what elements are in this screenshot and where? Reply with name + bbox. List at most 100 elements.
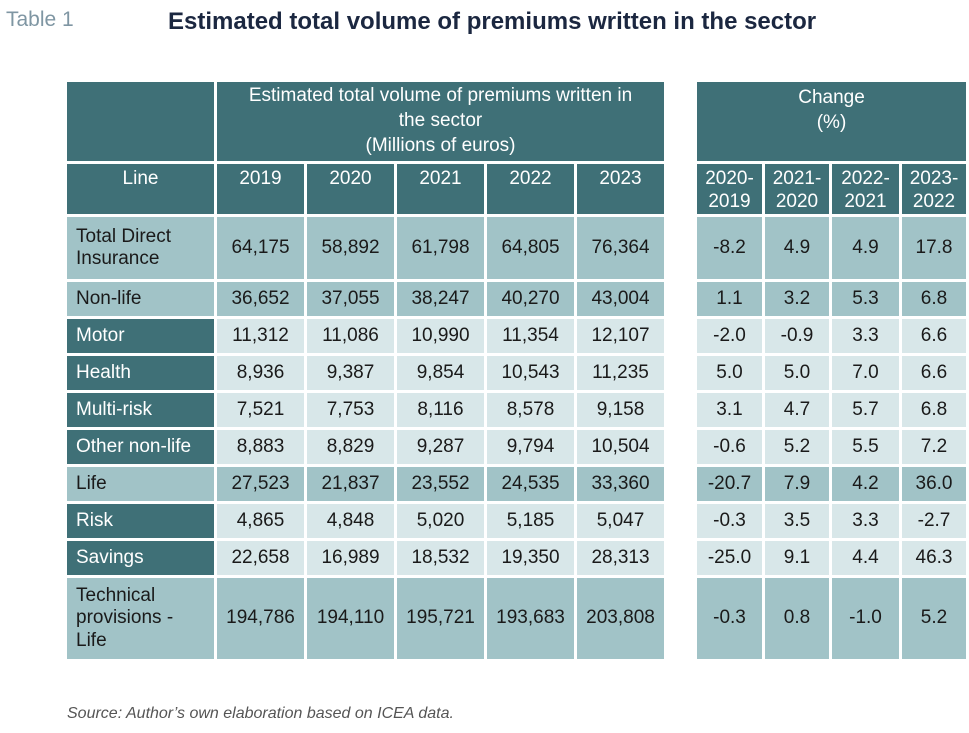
column-gap [667,393,697,430]
column-gap [667,430,697,467]
volume-cell: 9,287 [397,430,487,467]
row-label-line: provisions - [76,607,174,629]
row-label: Multi-risk [67,393,217,430]
volume-cell: 5,185 [487,504,577,541]
change-cell: 5.0 [697,356,765,393]
change-cell: 9.1 [765,541,832,578]
header-change-2020-2019: 2020- 2019 [697,164,765,217]
change-cell: 7.2 [902,430,969,467]
volume-cell: 9,158 [577,393,667,430]
volume-cell: 8,116 [397,393,487,430]
change-cell: 36.0 [902,467,969,504]
volume-cell: 28,313 [577,541,667,578]
header-change-2021-2020-top: 2021- [772,168,822,189]
row-label: Motor [67,319,217,356]
source-note: Source: Author’s own elaboration based o… [67,705,454,722]
change-cell: 5.7 [832,393,902,430]
header-change-2023-2022-top: 2023- [909,168,959,189]
header-change-2023-2022-bottom: 2022 [912,190,956,212]
table-row: Multi-risk 7,521 7,753 8,116 8,578 9,158 3.1 4.… [67,393,969,430]
change-cell: 4.4 [832,541,902,578]
row-label-line: Risk [76,509,113,531]
table-row: Other non-life 8,883 8,829 9,287 9,794 10,504… [67,430,969,467]
premiums-table: Estimated total volume of premiums writt… [67,82,969,662]
volume-cell: 38,247 [397,282,487,319]
change-cell: 0.8 [765,578,832,662]
change-cell: -0.3 [697,578,765,662]
volume-cell: 10,543 [487,356,577,393]
header-change-2020-2019-bottom: 2019 [708,190,751,212]
row-label-line: Savings [76,546,144,568]
change-cell: 5.2 [765,430,832,467]
volume-cell: 5,020 [397,504,487,541]
change-cell: 5.2 [902,578,969,662]
volume-cell: 21,837 [307,467,397,504]
row-label-line: Total Direct [76,225,172,247]
header-group-row: Estimated total volume of premiums writt… [67,82,969,164]
change-cell: 5.3 [832,282,902,319]
header-year-2021: 2021 [397,164,487,217]
change-cell: 4.7 [765,393,832,430]
volume-cell: 19,350 [487,541,577,578]
row-label: Savings [67,541,217,578]
volume-cell: 195,721 [397,578,487,662]
table-number: Table 1 [6,8,74,31]
change-cell: -8.2 [697,217,765,282]
column-gap [667,541,697,578]
column-gap [667,282,697,319]
volume-cell: 76,364 [577,217,667,282]
row-label: Risk [67,504,217,541]
volume-cell: 24,535 [487,467,577,504]
table-row: Health 8,936 9,387 9,854 10,543 11,235 5.0 5.0 7… [67,356,969,393]
change-cell: 3.3 [832,504,902,541]
row-label-line: Multi-risk [76,398,152,420]
change-cell: 17.8 [902,217,969,282]
column-gap [667,82,697,164]
volume-cell: 7,753 [307,393,397,430]
volume-cell: 18,532 [397,541,487,578]
volume-cell: 9,387 [307,356,397,393]
volume-cell: 11,086 [307,319,397,356]
row-label: Life [67,467,217,504]
change-cell: -20.7 [697,467,765,504]
table-row: Technical provisions - Life 194,786 194,110 1… [67,578,969,662]
column-gap [667,319,697,356]
volume-cell: 194,110 [307,578,397,662]
volume-cell: 8,829 [307,430,397,467]
row-label: Non-life [67,282,217,319]
volume-cell: 12,107 [577,319,667,356]
row-label-line: Health [76,361,131,383]
change-cell: -2.0 [697,319,765,356]
row-label-line: Life [76,629,107,651]
header-change-2020-2019-top: 2020- [705,168,754,189]
change-cell: -25.0 [697,541,765,578]
volume-cell: 61,798 [397,217,487,282]
column-gap [667,164,697,217]
change-cell: 3.3 [832,319,902,356]
volume-cell: 203,808 [577,578,667,662]
header-volume-line-2: the sector [398,110,483,132]
header-change-2023-2022: 2023- 2022 [902,164,969,217]
volume-cell: 16,989 [307,541,397,578]
volume-cell: 9,794 [487,430,577,467]
header-change-2022-2021: 2022- 2021 [832,164,902,217]
volume-cell: 193,683 [487,578,577,662]
column-gap [667,217,697,282]
volume-cell: 8,936 [217,356,307,393]
header-year-2019: 2019 [217,164,307,217]
header-change-line-2: (%) [816,111,847,133]
change-cell: 46.3 [902,541,969,578]
volume-cell: 8,578 [487,393,577,430]
header-change-2021-2020-bottom: 2020 [775,190,819,212]
change-cell: 6.8 [902,282,969,319]
table-row: Motor 11,312 11,086 10,990 11,354 12,107 -2.0-… [67,319,969,356]
header-volume-line-1: Estimated total volume of premiums writt… [248,85,633,107]
change-cell: 7.9 [765,467,832,504]
header-change-line-1: Change [798,87,865,108]
volume-cell: 58,892 [307,217,397,282]
volume-cell: 37,055 [307,282,397,319]
change-cell: -0.6 [697,430,765,467]
header-volume-group: Estimated total volume of premiums writt… [217,82,667,164]
volume-cell: 22,658 [217,541,307,578]
page-title: Estimated total volume of premiums writt… [168,8,817,35]
